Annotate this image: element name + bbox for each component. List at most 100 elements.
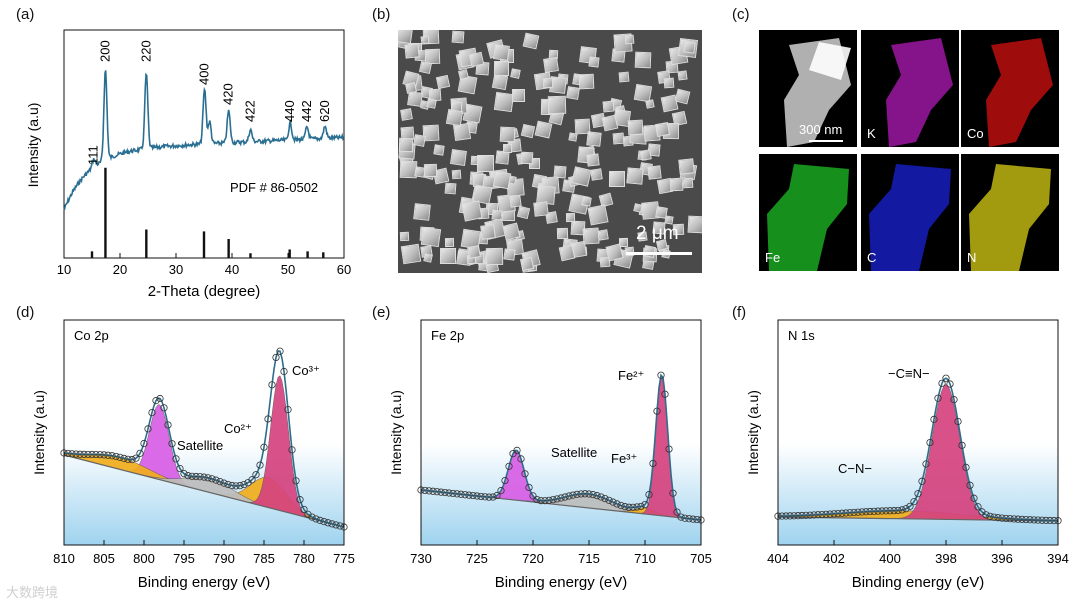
xps-data-point <box>854 508 862 516</box>
sem-particle <box>400 107 414 121</box>
sem-particle <box>420 35 430 45</box>
xps-data-point <box>629 503 637 511</box>
xps-xtick-label: 715 <box>578 551 600 566</box>
sem-particle <box>399 137 414 153</box>
sem-particle <box>520 151 533 164</box>
xps-data-point <box>942 374 950 382</box>
xps-data-point <box>906 502 914 510</box>
sem-particle <box>485 247 503 265</box>
eds-map-co: Co <box>961 30 1059 147</box>
xps-data-point <box>585 490 593 498</box>
xps-data-point <box>533 495 541 504</box>
xps-annotation: Co³⁺ <box>292 363 320 378</box>
xrd-chart: Intensity (a.u) 2-Theta (degree) PDF # 8… <box>25 29 351 300</box>
xps-data-point <box>429 487 437 495</box>
xps-data-point <box>1026 516 1034 524</box>
xps-data-point <box>958 441 966 449</box>
sem-particle <box>627 119 644 135</box>
xps-xtick-label: 725 <box>466 551 488 566</box>
xps-data-point <box>212 476 220 484</box>
sem-particle <box>519 256 534 271</box>
xps-data-point <box>80 450 88 458</box>
xps-data-point <box>794 512 802 520</box>
sem-particle <box>626 167 644 185</box>
xps-data-point <box>990 513 998 521</box>
sem-scale-bar <box>626 252 692 255</box>
xps-data-point <box>260 443 268 451</box>
xps-xtick-label: 795 <box>173 551 195 566</box>
xrd-peak-label: 111 <box>86 145 101 165</box>
xps-xtick-label: 780 <box>293 551 315 566</box>
xps-annotation: C−N− <box>838 461 872 476</box>
xps-data-point <box>846 509 854 517</box>
xps-data-point <box>649 459 657 468</box>
xps-fit-envelope <box>777 377 1058 522</box>
xrd-peak-label: 400 <box>197 63 212 85</box>
xps-xtick-label: 785 <box>253 551 275 566</box>
xps-data-point <box>497 487 505 495</box>
xps-data-point <box>256 461 264 469</box>
xps-data-point <box>172 455 180 463</box>
eds-map-label: Co <box>967 126 984 141</box>
sem-particle <box>634 51 651 69</box>
sem-particle <box>619 237 628 247</box>
xps-data-point <box>597 493 605 501</box>
xps-data-point <box>661 390 669 398</box>
xps-data-point <box>300 505 308 514</box>
sem-particle <box>565 212 575 222</box>
xps-data-point <box>806 511 814 519</box>
xps-data-point <box>216 478 224 486</box>
xps-data-point <box>593 492 601 500</box>
sem-particle <box>444 237 454 247</box>
panel-label-d: (d) <box>16 304 35 321</box>
xps-data-point <box>421 486 429 495</box>
sem-particle <box>423 163 437 177</box>
xps-data-point <box>268 381 276 389</box>
xps-data-point <box>188 472 196 480</box>
sem-particle <box>445 109 464 127</box>
xps-data-point <box>621 503 629 511</box>
sem-particle <box>493 61 510 77</box>
xps-data-point <box>308 513 316 521</box>
xps-data-point <box>485 493 493 501</box>
xps-xtick-label: 710 <box>634 551 656 566</box>
xps-xtick-label: 775 <box>333 551 355 566</box>
xps-data-point <box>810 511 818 519</box>
xps-data-point <box>914 490 922 498</box>
xps-data-point <box>136 449 144 457</box>
sem-particle <box>494 91 514 112</box>
xrd-peak-label: 420 <box>221 83 236 105</box>
xps-data-point <box>930 415 938 423</box>
xps-data-point <box>200 473 208 481</box>
xps-data-point <box>477 492 485 501</box>
xps-data-point <box>92 450 100 459</box>
xps-data-point <box>557 494 565 502</box>
xps-data-point <box>838 509 846 517</box>
xps-data-point <box>782 512 790 520</box>
sem-particle <box>609 170 626 187</box>
xps-data-point <box>886 507 894 515</box>
xps-data-point <box>100 451 108 459</box>
eds-map-label: C <box>867 250 877 265</box>
xps-data-point <box>962 463 970 471</box>
xps-data-point <box>786 512 794 520</box>
xps-data-point <box>918 477 926 485</box>
xps-data-point <box>144 425 152 433</box>
sem-particle <box>534 120 553 139</box>
xps-title: N 1s <box>788 328 815 343</box>
xps-data-point <box>437 488 445 496</box>
xps-data-point <box>184 472 192 480</box>
xps-data-point <box>88 450 96 459</box>
xps-data-point <box>332 521 340 529</box>
xps-data-point <box>894 506 902 515</box>
sem-particle <box>624 34 635 45</box>
xps-data-point <box>513 446 521 454</box>
eds-map-c: C <box>861 154 959 271</box>
xps-data-point <box>124 455 132 463</box>
xps-data-point <box>517 455 525 463</box>
sem-particle <box>677 158 695 175</box>
xps-xlabel: Binding energy (eV) <box>852 574 985 591</box>
xps-data-point <box>264 415 272 423</box>
xps-data-point <box>954 417 962 426</box>
xps-fit-envelope <box>420 373 702 521</box>
